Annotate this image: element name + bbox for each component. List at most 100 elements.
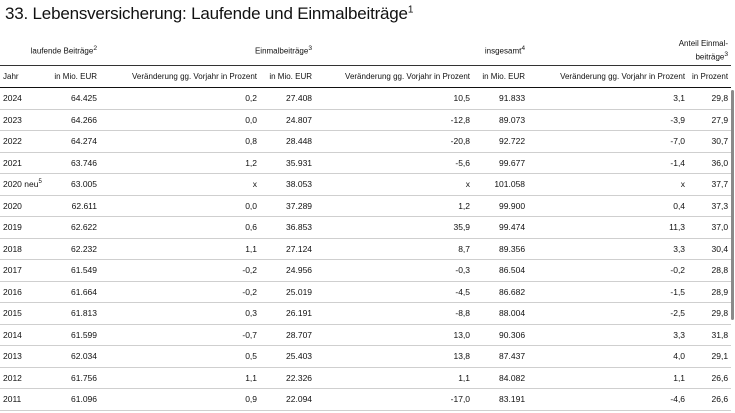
table-row: 2021 63.746 1,2 35.931 -5,6 99.677 -1,4 36,0 [0,152,731,174]
data-table: laufende Beiträge2 Einmalbeiträge3 insge… [0,35,731,413]
cell-e: 83.191 [473,388,529,411]
group-header-einmal: Einmalbeiträge3 [100,35,316,66]
cell-d: x [315,173,474,196]
cell-d: -5,6 [315,152,474,174]
cell-e: 101.058 [473,173,529,196]
cell-year: 2018 [0,238,50,260]
cell-f: -3,9 [528,109,689,131]
cell-c: 28.707 [260,324,316,346]
cell-c: 24.956 [260,259,316,282]
cell-e: 84.082 [473,367,529,389]
cell-b: -0,2 [100,259,261,282]
cell-e: 86.504 [473,259,529,282]
cell-g: 36,0 [688,152,731,174]
cell-d: 13,0 [315,324,474,346]
cell-a: 62.232 [50,238,101,260]
table-row: 2020 neu5 63.005 x 38.053 x 101.058 x 37,7 [0,173,731,196]
cell-year: 2022 [0,130,50,153]
cell-year: 2023 [0,109,50,131]
cell-g: 30,5 [688,410,731,413]
cell-c: 28.448 [260,130,316,153]
cell-year: 2024 [0,87,50,110]
cell-d: 1,1 [315,367,474,389]
cell-a: 62.611 [50,195,101,217]
title-footnote: 1 [407,4,414,16]
col-header-veraenderung-laufende: Veränderung gg. Vorjahr in Prozent [100,65,261,88]
table-row: 2014 61.599 -0,7 28.707 13,0 90.306 3,3 31,8 [0,324,731,346]
cell-b: 0,0 [100,195,261,217]
cell-year: 2014 [0,324,50,346]
cell-year: 2016 [0,281,50,303]
cell-b: 1,1 [100,367,261,389]
cell-year: 2021 [0,152,50,174]
col-header-jahr: Jahr [0,65,50,88]
cell-g: 37,3 [688,195,731,217]
cell-year: 2020 neu5 [0,173,50,196]
cell-e: 91.833 [473,87,529,110]
cell-a: 63.005 [50,173,101,196]
cell-d: 35,9 [315,216,474,239]
cell-e: 99.900 [473,195,529,217]
cell-f: 3,1 [528,87,689,110]
cell-year: 2015 [0,302,50,325]
table-row: 201060.5391,526.62033,687.1597,130,5 [0,410,731,413]
cell-a: 64.274 [50,130,101,153]
cell-a: 62.034 [50,345,101,368]
table-row: 2015 61.813 0,3 26.191 -8,8 88.004 -2,5 29,8 [0,302,731,325]
cell-f: -7,0 [528,130,689,153]
cell-g: 26,6 [688,388,731,411]
cell-b: 0,3 [100,302,261,325]
cell-a: 60.539 [50,410,101,413]
cell-year: 2010 [0,410,50,413]
cell-b: -0,2 [100,281,261,303]
cell-a: 61.813 [50,302,101,325]
cell-year: 2017 [0,259,50,282]
cell-a: 62.622 [50,216,101,239]
cell-f: 4,0 [528,345,689,368]
cell-b: 0,9 [100,388,261,411]
cell-a: 61.549 [50,259,101,282]
cell-g: 30,4 [688,238,731,260]
cell-g: 29,8 [688,87,731,110]
cell-d: -12,8 [315,109,474,131]
cell-b: 1,5 [100,410,261,413]
table-container[interactable]: laufende Beiträge2 Einmalbeiträge3 insge… [0,35,731,413]
cell-e: 86.682 [473,281,529,303]
cell-g: 31,8 [688,324,731,346]
cell-g: 29,1 [688,345,731,368]
header-group-row: laufende Beiträge2 Einmalbeiträge3 insge… [0,35,731,66]
cell-g: 30,7 [688,130,731,153]
cell-b: 1,1 [100,238,261,260]
cell-year: 2020 [0,195,50,217]
cell-f: 11,3 [528,216,689,239]
cell-d: 8,7 [315,238,474,260]
table-row: 2023 64.266 0,0 24.807 -12,8 89.073 -3,9 27,9 [0,109,731,131]
cell-year: 2012 [0,367,50,389]
cell-f: -1,4 [528,152,689,174]
cell-c: 25.019 [260,281,316,303]
cell-b: 0,2 [100,87,261,110]
cell-b: x [100,173,261,196]
cell-year: 2013 [0,345,50,368]
cell-a: 61.599 [50,324,101,346]
cell-f: -0,2 [528,259,689,282]
column-header-row: Jahr in Mio. EUR Veränderung gg. Vorjahr… [0,65,731,88]
cell-c: 22.094 [260,388,316,411]
cell-c: 26.191 [260,302,316,325]
table-row: 2020 62.611 0,0 37.289 1,2 99.900 0,4 37,3 [0,195,731,217]
cell-d: 1,2 [315,195,474,217]
cell-e: 88.004 [473,302,529,325]
cell-a: 63.746 [50,152,101,174]
scrollbar-thumb[interactable] [731,90,734,320]
cell-d: -0,3 [315,259,474,282]
cell-e: 92.722 [473,130,529,153]
table-row: 2018 62.232 1,1 27.124 8,7 89.356 3,3 30,4 [0,238,731,260]
cell-a: 64.266 [50,109,101,131]
cell-a: 61.756 [50,367,101,389]
cell-g: 28,8 [688,259,731,282]
cell-g: 37,7 [688,173,731,196]
table-row: 2019 62.622 0,6 36.853 35,9 99.474 11,3 37,0 [0,216,731,239]
cell-d: 10,5 [315,87,474,110]
cell-d: -17,0 [315,388,474,411]
cell-b: 0,6 [100,216,261,239]
